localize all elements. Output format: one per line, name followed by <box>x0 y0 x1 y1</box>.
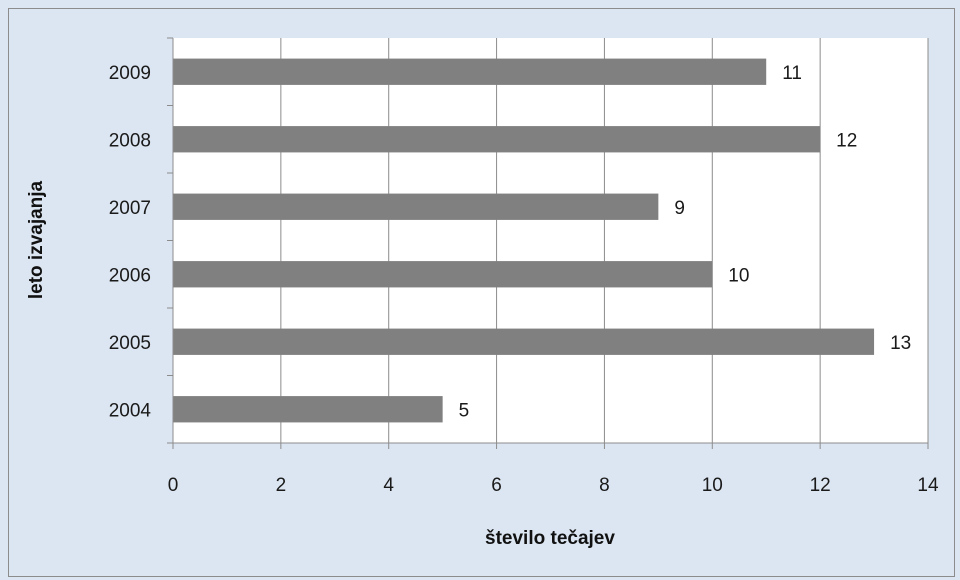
y-tick-labels: 2004 2005 2006 2007 2008 2009 <box>109 63 152 422</box>
x-tick-label: 14 <box>917 475 939 496</box>
data-label: 10 <box>728 265 749 286</box>
y-axis-title: leto izvajanja <box>26 180 47 299</box>
data-label: 11 <box>782 63 802 84</box>
bar-2006 <box>173 261 713 288</box>
x-tick-labels: 0 2 4 6 8 10 12 14 <box>168 475 939 496</box>
gridlines <box>280 38 929 443</box>
x-tick-label: 8 <box>599 475 610 496</box>
bar-2009 <box>173 58 767 85</box>
x-tick-label: 12 <box>810 475 831 496</box>
x-axis-title: število tečajev <box>485 528 615 549</box>
bars <box>173 58 875 423</box>
data-label: 13 <box>890 333 911 354</box>
plot-area <box>173 38 928 443</box>
y-tick-label: 2007 <box>109 198 151 219</box>
bar-2005 <box>173 328 875 355</box>
x-tick-label: 6 <box>491 475 502 496</box>
y-tick-label: 2005 <box>109 333 151 354</box>
y-tick-label: 2006 <box>109 265 151 286</box>
bar-2008 <box>173 126 821 153</box>
data-label: 12 <box>836 130 857 151</box>
x-tick-label: 10 <box>702 475 723 496</box>
bar-2004 <box>173 396 443 423</box>
y-tick-label: 2004 <box>109 400 152 421</box>
axes <box>167 37 929 449</box>
x-tick-label: 0 <box>168 475 179 496</box>
y-tick-label: 2008 <box>109 130 151 151</box>
data-label: 5 <box>459 400 470 421</box>
data-labels: 5 13 10 9 12 11 <box>459 63 912 422</box>
data-label: 9 <box>674 198 685 219</box>
y-tick-label: 2009 <box>109 63 151 84</box>
bar-2007 <box>173 193 659 220</box>
x-tick-label: 2 <box>276 475 287 496</box>
x-tick-label: 4 <box>383 475 394 496</box>
